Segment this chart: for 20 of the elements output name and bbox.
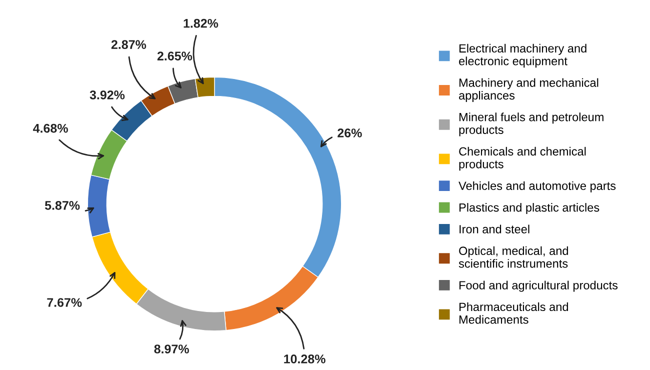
data-label: 4.68% xyxy=(33,124,68,133)
data-label: 10.28% xyxy=(284,354,326,364)
data-label: 2.87% xyxy=(111,40,146,49)
legend-label: Plastics and plastic articles xyxy=(459,203,600,214)
legend-label: Pharmaceuticals and Medicaments xyxy=(459,302,568,324)
legend-label: Vehicles and automotive parts xyxy=(458,181,616,192)
data-label: 5.87% xyxy=(44,200,80,210)
data-label: 26% xyxy=(338,128,362,138)
data-label: 2.65% xyxy=(157,52,192,60)
legend-label: Optical, medical, and scientific instruments xyxy=(458,246,568,268)
legend-label: Food and agricultural products xyxy=(459,280,618,292)
data-label: 8.97% xyxy=(154,344,189,354)
legend-label: Electrical machinery and electronic equipment xyxy=(459,44,586,68)
data-label: 7.67% xyxy=(47,298,82,307)
legend-label: Mineral fuels and petroleum products xyxy=(459,112,604,136)
legend-label: Machinery and mechanical appliances xyxy=(459,78,598,102)
legend-label: Chemicals and chemical products xyxy=(459,146,586,171)
data-label: 3.92% xyxy=(90,90,125,100)
data-label: 1.82% xyxy=(184,18,218,28)
legend-label: Iron and steel xyxy=(460,224,530,234)
